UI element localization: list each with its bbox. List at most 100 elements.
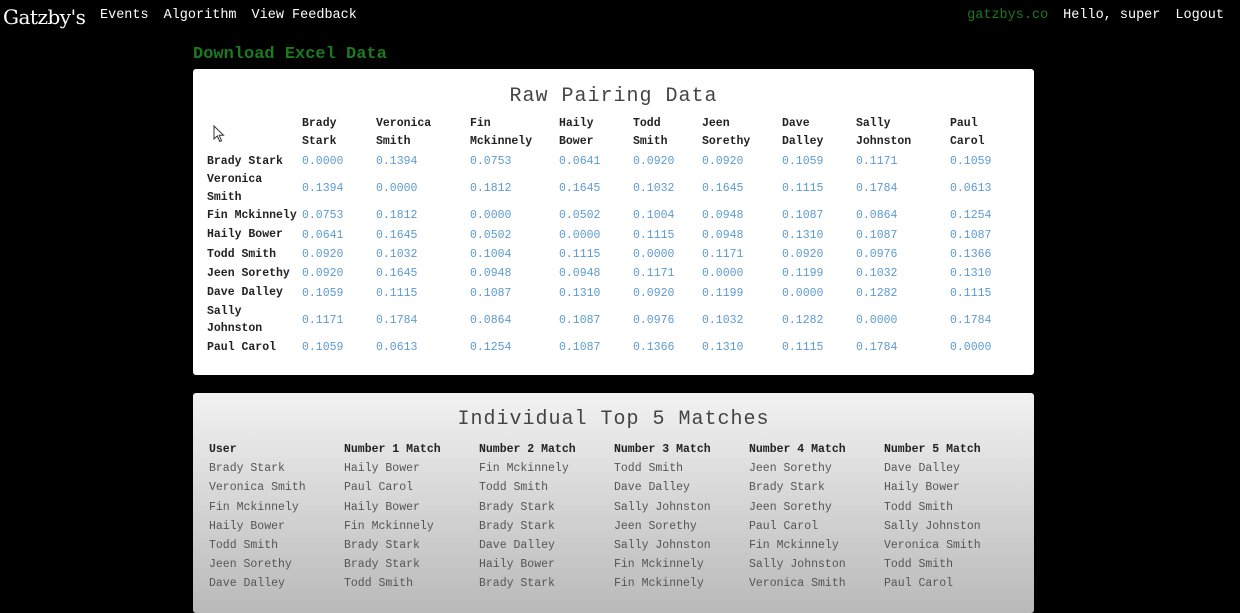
- match-cell: Sally Johnston: [614, 500, 711, 514]
- pairing-value: 0.0864: [856, 209, 898, 223]
- greeting: Hello, super: [1063, 8, 1161, 23]
- table-row: Todd Smith Brady Stark Dave Dalley Sally Jo…: [209, 536, 1019, 555]
- logout-link[interactable]: Logout: [1175, 8, 1224, 23]
- pairing-value: 0.1171: [856, 155, 898, 169]
- match-cell: Veronica Smith: [884, 539, 981, 553]
- pairing-value: 0.1812: [376, 209, 418, 223]
- table-row: Dave Dalley 0.1059 0.1115 0.1087 0.1310 0.092…: [207, 283, 1010, 302]
- pairing-value: 0.1645: [376, 267, 418, 281]
- pairing-value: 0.0948: [470, 267, 512, 281]
- table-row: Fin Mckinnely Haily Bower Brady Stark Sally…: [209, 498, 1019, 517]
- pairing-value: 0.0920: [302, 267, 344, 281]
- pairing-value: 0.1087: [559, 340, 601, 354]
- pairing-value: 0.0920: [302, 248, 344, 262]
- match-cell: Dave Dalley: [479, 539, 555, 553]
- site-link[interactable]: gatzbys.co: [967, 8, 1049, 23]
- match-cell: Jeen Sorethy: [614, 519, 697, 533]
- column-header: Todd Smith: [633, 117, 668, 148]
- match-cell: Brady Stark: [344, 539, 420, 553]
- match-cell: Sally Johnston: [749, 558, 846, 572]
- table-row: Sally Johnston 0.1171 0.1784 0.0864 0.1087 0.…: [207, 303, 1010, 338]
- nav-link-events[interactable]: Events: [100, 8, 149, 23]
- raw-pairing-table: Brady Stark Veronica Smith Fin Mckinnely Haily…: [207, 115, 1010, 357]
- table-row: Jeen Sorethy 0.0920 0.1645 0.0948 0.0948 0.11…: [207, 264, 1010, 283]
- column-header: Number 4 Match: [749, 443, 846, 457]
- pairing-value: 0.0920: [702, 155, 744, 169]
- pairing-value: 0.0000: [702, 267, 744, 281]
- pairing-value: 0.1784: [950, 313, 992, 327]
- match-cell: Jeen Sorethy: [749, 500, 832, 514]
- pairing-value: 0.1032: [702, 313, 744, 327]
- user-cell: Haily Bower: [209, 519, 285, 533]
- pairing-value: 0.1310: [950, 267, 992, 281]
- match-cell: Paul Carol: [344, 481, 414, 495]
- match-cell: Brady Stark: [344, 558, 420, 572]
- pairing-value: 0.1004: [470, 248, 512, 262]
- pairing-value: 0.0976: [856, 248, 898, 262]
- match-cell: Veronica Smith: [749, 577, 846, 591]
- table-row: Paul Carol 0.1059 0.0613 0.1254 0.1087 0.1366…: [207, 338, 1010, 357]
- pairing-value: 0.0641: [559, 155, 601, 169]
- column-header: Fin Mckinnely: [470, 117, 533, 148]
- column-header: Number 1 Match: [344, 443, 441, 457]
- table-row: Brady Stark 0.0000 0.1394 0.0753 0.0641 0.092…: [207, 152, 1010, 171]
- match-cell: Haily Bower: [884, 481, 960, 495]
- pairing-value: 0.0502: [559, 209, 601, 223]
- row-header: Brady Stark: [207, 154, 283, 168]
- pairing-value: 0.0000: [559, 228, 601, 242]
- pairing-value: 0.0976: [633, 313, 675, 327]
- pairing-value: 0.0641: [302, 228, 344, 242]
- user-cell: Todd Smith: [209, 539, 279, 553]
- match-cell: Dave Dalley: [884, 462, 960, 476]
- match-cell: Sally Johnston: [614, 539, 711, 553]
- row-header: Dave Dalley: [207, 286, 283, 300]
- pairing-value: 0.0000: [856, 313, 898, 327]
- pairing-value: 0.0753: [470, 155, 512, 169]
- pairing-value: 0.0948: [702, 228, 744, 242]
- pairing-value: 0.1115: [559, 248, 601, 262]
- pairing-value: 0.1087: [559, 313, 601, 327]
- nav-link-algorithm[interactable]: Algorithm: [163, 8, 237, 23]
- pairing-value: 0.1366: [950, 248, 992, 262]
- pairing-value: 0.1199: [702, 286, 744, 300]
- match-cell: Todd Smith: [344, 577, 414, 591]
- pairing-value: 0.1171: [302, 313, 344, 327]
- match-cell: Sally Johnston: [884, 519, 981, 533]
- column-header: Brady Stark: [302, 117, 337, 148]
- pairing-value: 0.1199: [782, 267, 824, 281]
- pairing-value: 0.0613: [950, 182, 992, 196]
- pairing-value: 0.1310: [782, 228, 824, 242]
- match-cell: Brady Stark: [479, 500, 555, 514]
- match-cell: Fin Mckinnely: [614, 558, 704, 572]
- pairing-value: 0.1059: [950, 155, 992, 169]
- pairing-value: 0.1115: [633, 228, 675, 242]
- download-excel-link[interactable]: Download Excel Data: [193, 45, 387, 64]
- pairing-value: 0.1366: [633, 340, 675, 354]
- table-row: Fin Mckinnely 0.0753 0.1812 0.0000 0.0502 0.1…: [207, 206, 1010, 225]
- top-matches-title: Individual Top 5 Matches: [457, 408, 770, 431]
- pairing-value: 0.1115: [950, 286, 992, 300]
- match-cell: Fin Mckinnely: [749, 539, 839, 553]
- nav-links: Events Algorithm View Feedback: [100, 8, 357, 23]
- column-header: Paul Carol: [950, 117, 985, 148]
- match-cell: Brady Stark: [479, 519, 555, 533]
- raw-pairing-panel: Raw Pairing Data Brady Stark Veronica Smith…: [193, 69, 1034, 375]
- pairing-value: 0.1087: [470, 286, 512, 300]
- match-cell: Brady Stark: [749, 481, 825, 495]
- nav-link-view-feedback[interactable]: View Feedback: [251, 8, 357, 23]
- column-header: Haily Bower: [559, 117, 594, 148]
- brand-logo[interactable]: Gatzby's: [3, 5, 86, 29]
- row-header: Sally Johnston: [207, 304, 263, 336]
- column-header: Number 5 Match: [884, 443, 981, 457]
- pairing-value: 0.1171: [633, 267, 675, 281]
- pairing-value: 0.0000: [470, 209, 512, 223]
- match-cell: Fin Mckinnely: [344, 519, 434, 533]
- column-header: Number 2 Match: [479, 443, 576, 457]
- pairing-value: 0.1784: [856, 182, 898, 196]
- pairing-value: 0.0613: [376, 340, 418, 354]
- table-row: Veronica Smith 0.1394 0.0000 0.1812 0.1645 0.…: [207, 171, 1010, 206]
- pairing-value: 0.0000: [376, 182, 418, 196]
- pairing-value: 0.1087: [782, 209, 824, 223]
- pairing-value: 0.1032: [376, 248, 418, 262]
- pairing-value: 0.1032: [856, 267, 898, 281]
